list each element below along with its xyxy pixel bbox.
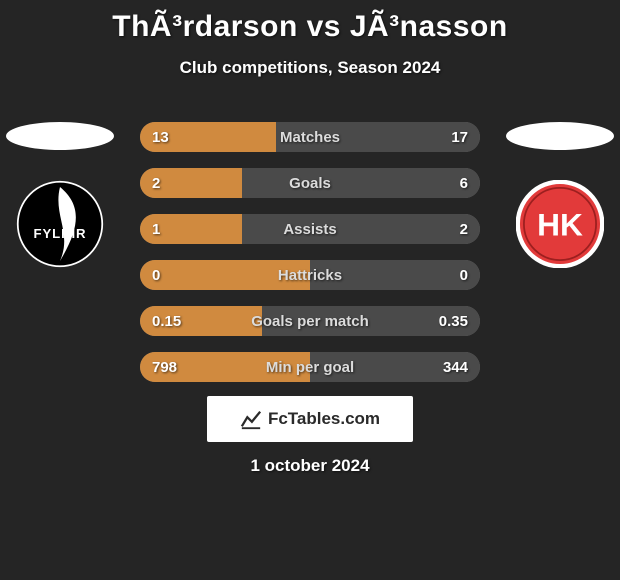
- attribution-badge: FcTables.com: [207, 396, 413, 442]
- stat-row: 00Hattricks: [140, 260, 480, 290]
- stat-metric-label: Assists: [140, 214, 480, 244]
- subtitle: Club competitions, Season 2024: [0, 58, 620, 78]
- stat-row: 12Assists: [140, 214, 480, 244]
- page-title: ThÃ³rdarson vs JÃ³nasson: [0, 0, 620, 44]
- svg-text:HK: HK: [537, 206, 583, 242]
- chart-icon: [240, 408, 262, 430]
- avatar-placeholder-right: [506, 122, 614, 150]
- stat-rows: 1317Matches 26Goals 12Assists 00Hattricks 0.…: [140, 122, 480, 398]
- stat-row: 0.150.35Goals per match: [140, 306, 480, 336]
- stat-row: 1317Matches: [140, 122, 480, 152]
- stat-row: 26Goals: [140, 168, 480, 198]
- stat-row: 798344Min per goal: [140, 352, 480, 382]
- crest-fylkir-icon: FYLKIR: [16, 180, 104, 268]
- player-left: FYLKIR: [0, 110, 120, 268]
- date-line: 1 october 2024: [0, 456, 620, 476]
- comparison-card: ThÃ³rdarson vs JÃ³nasson Club competitio…: [0, 0, 620, 580]
- stat-metric-label: Matches: [140, 122, 480, 152]
- stat-metric-label: Min per goal: [140, 352, 480, 382]
- crest-hk-icon: HK: [516, 180, 604, 268]
- stat-metric-label: Goals per match: [140, 306, 480, 336]
- avatar-placeholder-left: [6, 122, 114, 150]
- svg-text:FYLKIR: FYLKIR: [34, 226, 87, 241]
- attribution-text: FcTables.com: [268, 409, 380, 429]
- player-right: HK: [500, 110, 620, 268]
- stat-metric-label: Goals: [140, 168, 480, 198]
- stat-metric-label: Hattricks: [140, 260, 480, 290]
